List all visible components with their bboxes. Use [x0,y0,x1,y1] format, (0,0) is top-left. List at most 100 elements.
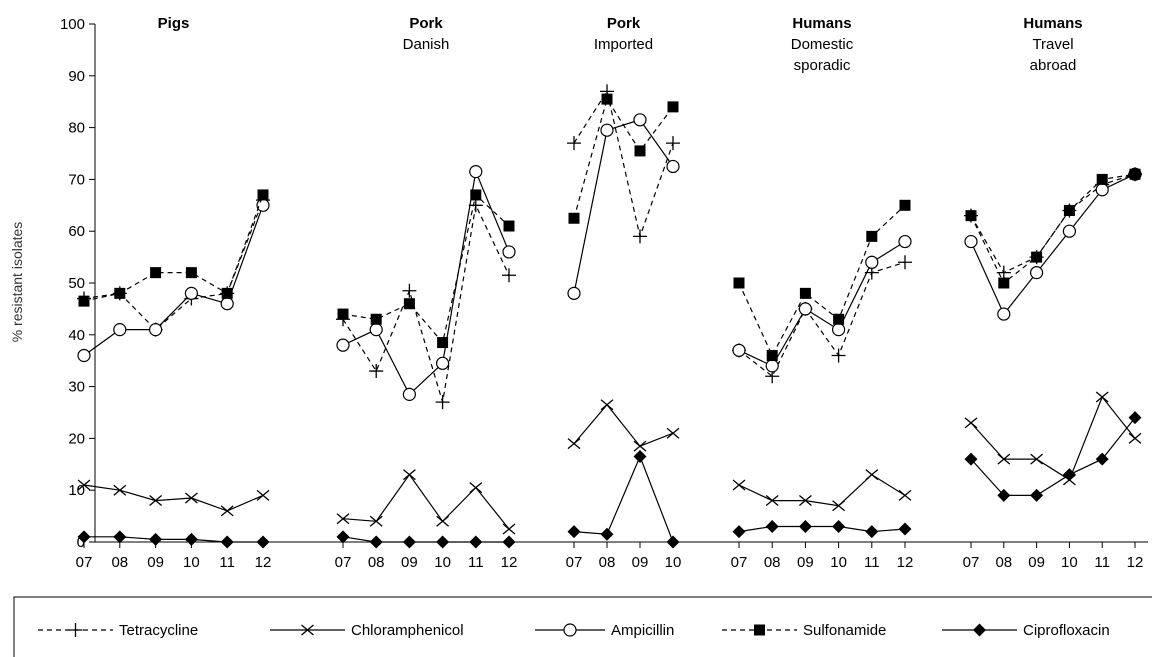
data-point-ampicillin [1095,183,1109,197]
series-line-sulfonamide [83,194,264,302]
y-tick-label: 40 [68,327,85,344]
data-point-ciprofloxacin [220,535,234,549]
data-point-ampicillin [567,286,581,300]
panel-1: Pork Danish 07 08 09 10 11 12 [335,15,518,571]
data-point-tetracycline [468,198,483,213]
data-point-ciprofloxacin [113,530,127,544]
data-point-chloramphenicol [567,438,581,450]
panel-subtitle: abroad [1030,57,1077,74]
data-point-ampicillin [1062,224,1077,238]
x-tick-label: 07 [335,554,352,571]
data-point-chloramphenicol [997,453,1011,465]
legend-item-ciprofloxacin: Ciprofloxacin [942,622,1110,639]
data-point-ciprofloxacin [336,530,350,544]
x-tick-label: 08 [111,554,128,571]
data-point-ciprofloxacin [567,525,581,539]
data-point-sulfonamide [733,277,745,289]
data-point-ampicillin [436,356,450,370]
legend-label-chloramphenicol: Chloramphenicol [351,622,464,639]
data-point-sulfonamide [403,298,415,310]
data-point-tetracycline [831,348,846,363]
y-axis-label: % resistant isolates [9,222,25,343]
data-point-ciprofloxacin [997,488,1011,502]
data-point-ampicillin [77,348,91,363]
panel-subtitle: Domestic [791,36,854,53]
panel-title: Pork [409,15,443,32]
y-tick-label: 0 [77,534,85,551]
data-point-ciprofloxacin [798,519,812,533]
data-point-sulfonamide [634,145,646,157]
data-point-ampicillin [666,159,680,174]
data-point-sulfonamide [601,93,613,105]
series-line-chloramphenicol [342,473,510,530]
series-line-sulfonamide [970,173,1136,284]
data-point-ampicillin [149,323,163,337]
data-point-sulfonamide [114,287,126,299]
series-line-tetracycline [342,203,510,403]
series-line-ampicillin [342,169,510,396]
legend-label-tetracycline: Tetracycline [119,622,198,639]
data-point-chloramphenicol [832,500,846,512]
data-point-ampicillin [113,323,127,337]
series-line-sulfonamide [738,204,906,357]
data-point-ciprofloxacin [633,450,647,464]
data-point-ampicillin [633,113,647,127]
legend-marker-sulfonamide [754,624,765,636]
data-point-ampicillin [798,302,813,316]
data-point-ciprofloxacin [1030,488,1044,502]
data-point-ciprofloxacin [77,530,91,544]
data-point-ciprofloxacin [436,535,450,549]
legend-item-ampicillin: Ampicillin [535,622,674,639]
data-point-ampicillin [336,338,350,352]
series-line-ciprofloxacin [573,454,674,543]
data-point-sulfonamide [1031,251,1043,263]
y-tick-label: 70 [68,171,85,188]
panel-subtitle: Imported [594,36,653,53]
data-point-chloramphenicol [1095,391,1109,403]
legend-box [13,596,1152,657]
x-tick-label: 12 [1127,554,1144,571]
data-point-ampicillin [502,245,516,259]
y-tick-label: 90 [68,68,85,85]
data-point-ciprofloxacin [732,525,746,539]
data-point-ciprofloxacin [1062,468,1076,482]
panel-subtitle: Travel [1032,36,1073,53]
data-point-ciprofloxacin [1095,452,1109,466]
data-point-sulfonamide [337,308,349,320]
data-point-ciprofloxacin [964,452,978,466]
data-point-tetracycline [567,136,581,151]
data-point-ampicillin [997,307,1011,321]
panel-subtitle: Danish [403,36,450,53]
data-point-ampicillin [600,123,614,137]
y-tick-label: 30 [68,379,85,396]
x-tick-label: 08 [368,554,385,571]
data-point-sulfonamide [78,295,90,307]
x-tick-label: 11 [1094,554,1110,571]
series-line-tetracycline [970,173,1136,274]
data-point-ampicillin [865,255,879,269]
legend-item-chloramphenicol: Chloramphenicol [270,622,464,639]
panel-2: Pork Imported 07 08 09 10 [566,15,682,571]
data-point-tetracycline [402,283,417,298]
data-point-chloramphenicol [898,489,912,501]
legend-label-ampicillin: Ampicillin [611,622,674,639]
data-point-ciprofloxacin [184,532,198,546]
data-point-sulfonamide [470,189,482,201]
data-point-sulfonamide [437,337,449,349]
data-point-sulfonamide [1063,204,1075,216]
data-point-chloramphenicol [469,482,483,494]
panel-title: Humans [1023,15,1082,32]
data-point-ciprofloxacin [469,535,483,549]
panel-3: Humans Domestic sporadic 07 08 09 10 11 12 [731,15,914,571]
data-point-chloramphenicol [865,469,879,481]
data-point-ciprofloxacin [1128,411,1142,425]
data-point-chloramphenicol [964,417,978,429]
data-point-ciprofloxacin [402,535,416,549]
y-tick-label: 80 [68,120,85,137]
data-point-chloramphenicol [633,440,647,452]
series-line-ampicillin [573,119,674,294]
data-point-ciprofloxacin [256,535,270,549]
y-tick-label: 20 [68,430,85,447]
data-point-chloramphenicol [1128,432,1142,444]
data-point-ciprofloxacin [832,519,846,533]
